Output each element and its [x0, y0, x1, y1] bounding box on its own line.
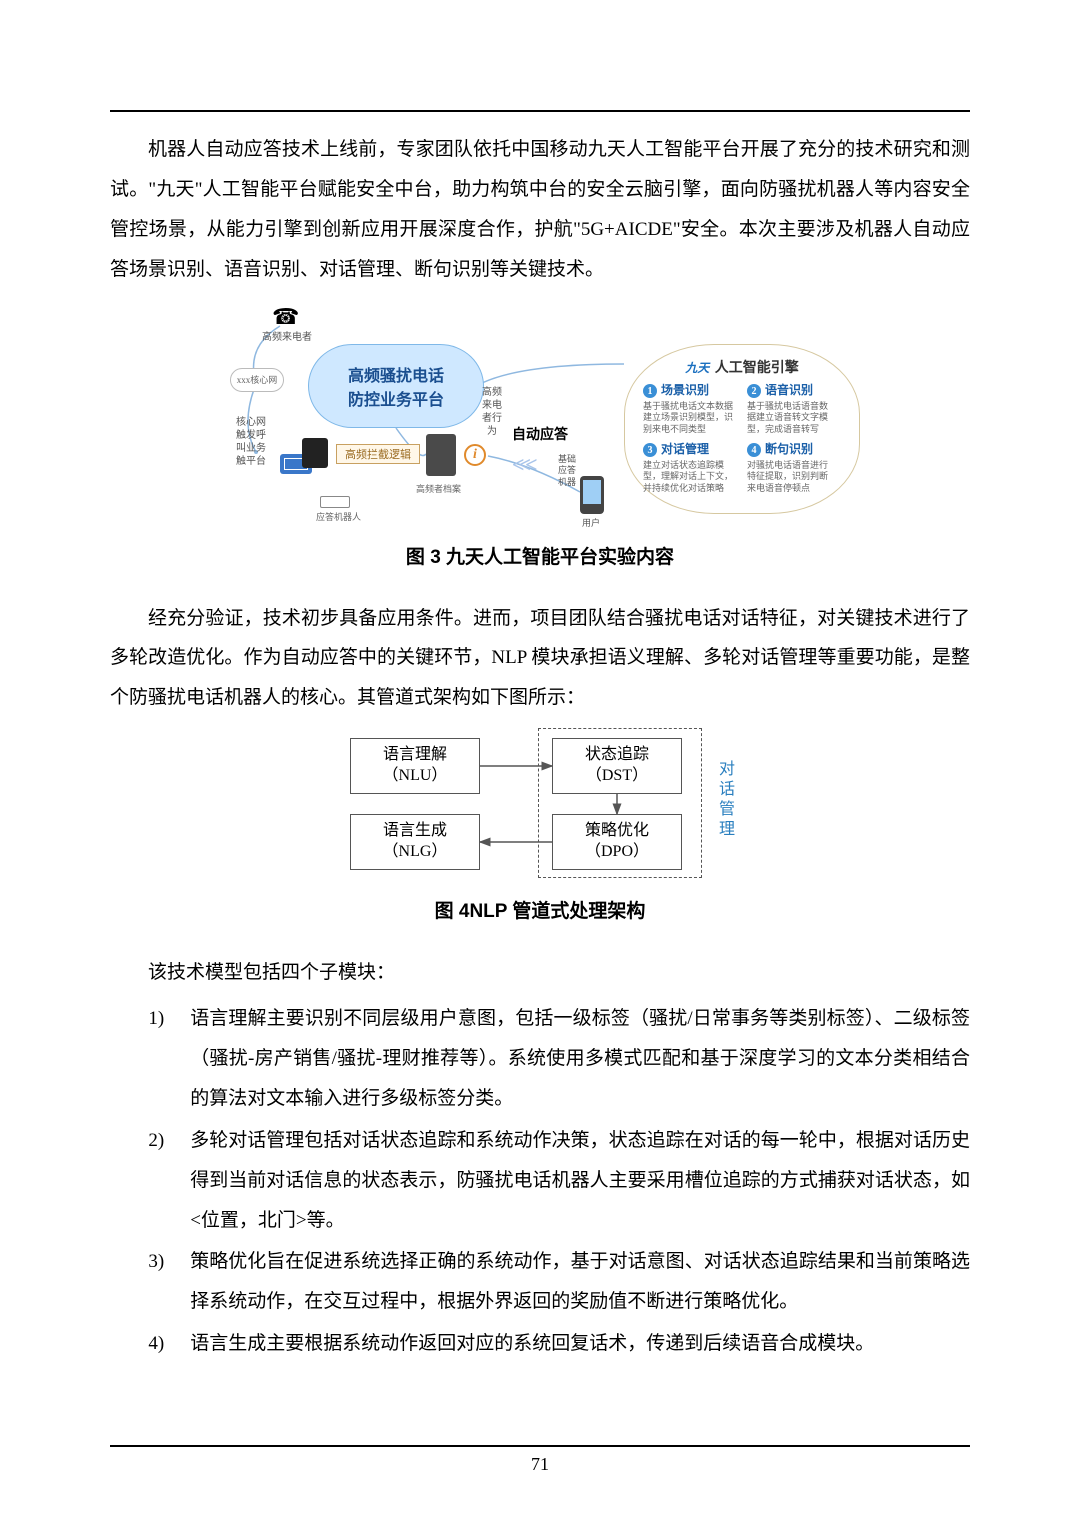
robot-label: 应答机器人 [316, 510, 361, 523]
mid-block-text: 基础 应答 机器 [558, 454, 576, 489]
chevron-icon: <<< [512, 452, 532, 478]
paragraph-2: 经充分验证，技术初步具备应用条件。进而，项目团队结合骚扰电话对话特征，对关键技术… [110, 599, 970, 719]
core-net-label: xxx核心网 [230, 368, 284, 392]
marker-2: 2) [148, 1121, 186, 1161]
box-dst: 状态追踪 （DST） [552, 738, 682, 794]
box-nlu: 语言理解 （NLU） [350, 738, 480, 794]
dst-l1: 状态追踪 [585, 745, 649, 766]
ai-num-1: 1 [643, 384, 657, 398]
modules-list: 1)语言理解主要识别不同层级用户意图，包括一级标签（骚扰/日常事务等类别标签）、… [148, 999, 970, 1364]
dpo-l1: 策略优化 [585, 821, 649, 842]
page-content: 机器人自动应答技术上线前，专家团队依托中国移动九天人工智能平台开展了充分的技术研… [110, 130, 970, 1364]
top-rule [110, 110, 970, 112]
dpo-l2: （DPO） [585, 842, 649, 863]
user-label: 用户 [582, 516, 600, 529]
ai-cell-2: 2 语音识别 基于骚扰电话语音数 据建立语音转文字模 型，完成语音转写 [747, 381, 841, 436]
ai-num-4: 4 [747, 443, 761, 457]
page-number: 71 [0, 1454, 1080, 1475]
ai-desc-1: 基于骚扰电话文本数据 建立场景识别模型，识 别来电不同类型 [643, 401, 737, 436]
box-nlg: 语言生成 （NLG） [350, 814, 480, 870]
module-item-4: 4)语言生成主要根据系统动作返回对应的系统回复话术，传递到后续语音合成模块。 [148, 1324, 970, 1364]
nlg-l1: 语言生成 [383, 821, 447, 842]
ai-num-3: 3 [643, 443, 657, 457]
ai-title: 九天 人工智能引擎 [643, 357, 841, 377]
figure-4-diagram: 语言理解 （NLU） 状态追踪 （DST） 语言生成 （NLG） 策略优化 （D… [330, 728, 750, 878]
module-item-3: 3)策略优化旨在促进系统选择正确的系统动作，基于对话意图、对话状态追踪结果和当前… [148, 1242, 970, 1322]
marker-3: 3) [148, 1242, 186, 1282]
hiband-box: 高频拦截逻辑 [336, 444, 420, 464]
marker-1: 1) [148, 999, 186, 1039]
ai-logo: 九天 [685, 361, 709, 375]
auto-response-label: 自动应答 [512, 424, 568, 444]
ai-grid: 1 场景识别 基于骚扰电话文本数据 建立场景识别模型，识 别来电不同类型 2 语音识… [643, 381, 841, 495]
ai-cell-1: 1 场景识别 基于骚扰电话文本数据 建立场景识别模型，识 别来电不同类型 [643, 381, 737, 436]
ai-engine-cloud: 九天 人工智能引擎 1 场景识别 基于骚扰电话文本数据 建立场景识别模型，识 别来… [624, 344, 860, 514]
robot-icon [320, 496, 350, 508]
ai-desc-2: 基于骚扰电话语音数 据建立语音转文字模 型，完成语音转写 [747, 401, 841, 436]
dst-l2: （DST） [586, 766, 648, 787]
ai-head-4: 断句识别 [765, 442, 813, 456]
profile-server-icon [426, 434, 456, 476]
ai-desc-4: 对骚扰电话语音进行 特征提取，识别判断 来电语音停顿点 [747, 460, 841, 495]
ai-desc-3: 建立对话状态追踪模 型，理解对话上下文， 并持续优化对话策略 [643, 460, 737, 495]
telephone-label: 高频来电者 [262, 328, 312, 343]
left-block-text: 核心网 触发呼 叫业务 触平台 [236, 416, 266, 468]
bottom-rule [110, 1445, 970, 1447]
black-server-icon [302, 438, 328, 468]
cloud-line2: 防控业务平台 [348, 386, 444, 410]
paragraph-1: 机器人自动应答技术上线前，专家团队依托中国移动九天人工智能平台开展了充分的技术研… [110, 130, 970, 290]
nlu-l2: （NLU） [383, 766, 448, 787]
telephone-icon: ☎ [272, 304, 299, 330]
marker-4: 4) [148, 1324, 186, 1364]
profile-server-label: 高频者档案 [416, 482, 461, 495]
cloud-line1: 高频骚扰电话 [348, 362, 444, 386]
figure-4-caption: 图 4NLP 管道式处理架构 [110, 896, 970, 923]
mobile-phone-icon [580, 476, 604, 514]
info-icon: i [464, 444, 486, 466]
ai-head-3: 对话管理 [661, 442, 709, 456]
figure-3-caption: 图 3 九天人工智能平台实验内容 [110, 542, 970, 569]
module-item-1: 1)语言理解主要识别不同层级用户意图，包括一级标签（骚扰/日常事务等类别标签）、… [148, 999, 970, 1119]
right-top-text: 高频 来电 者行 为 [482, 386, 502, 438]
box-dpo: 策略优化 （DPO） [552, 814, 682, 870]
ai-title-text: 人工智能引擎 [715, 361, 799, 376]
module-text-2: 多轮对话管理包括对话状态追踪和系统动作决策，状态追踪在对话的每一轮中，根据对话历… [190, 1130, 970, 1231]
ai-head-1: 场景识别 [661, 383, 709, 397]
ai-cell-4: 4 断句识别 对骚扰电话语音进行 特征提取，识别判断 来电语音停顿点 [747, 440, 841, 495]
modules-intro: 该技术模型包括四个子模块： [110, 953, 970, 993]
nlg-l2: （NLG） [383, 842, 448, 863]
ai-cell-3: 3 对话管理 建立对话状态追踪模 型，理解对话上下文， 并持续优化对话策略 [643, 440, 737, 495]
figure-3-diagram: ☎ 高频来电者 xxx核心网 高频骚扰电话 防控业务平台 核心网 触发呼 叫业务… [220, 304, 860, 524]
ai-num-2: 2 [747, 384, 761, 398]
ai-head-2: 语音识别 [765, 383, 813, 397]
module-text-1: 语言理解主要识别不同层级用户意图，包括一级标签（骚扰/日常事务等类别标签）、二级… [190, 1008, 970, 1109]
cloud-platform: 高频骚扰电话 防控业务平台 [308, 344, 484, 428]
module-text-4: 语言生成主要根据系统动作返回对应的系统回复话术，传递到后续语音合成模块。 [190, 1333, 874, 1354]
nlu-l1: 语言理解 [383, 745, 447, 766]
module-text-3: 策略优化旨在促进系统选择正确的系统动作，基于对话意图、对话状态追踪结果和当前策略… [190, 1251, 970, 1312]
module-item-2: 2)多轮对话管理包括对话状态追踪和系统动作决策，状态追踪在对话的每一轮中，根据对… [148, 1121, 970, 1241]
dialog-mgmt-label: 对话管理 [712, 760, 736, 840]
